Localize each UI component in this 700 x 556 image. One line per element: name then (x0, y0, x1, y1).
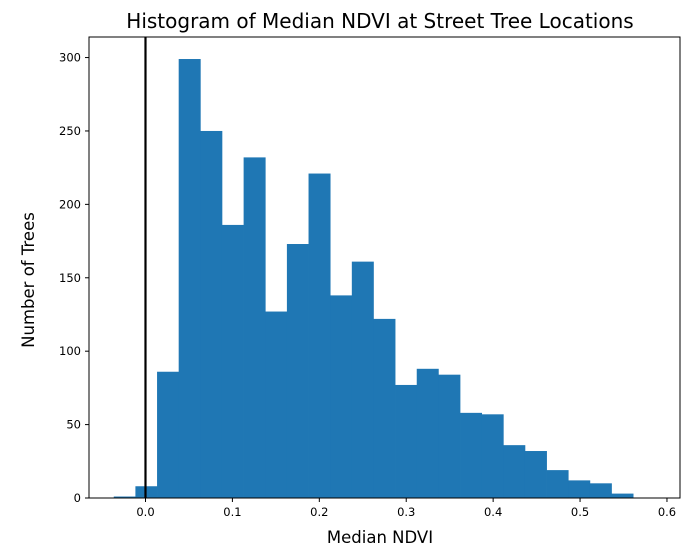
x-axis-label: Median NDVI (327, 528, 433, 547)
histogram-bar (568, 480, 591, 498)
bars-group (113, 59, 634, 499)
x-axis-ticks: 0.0 0.1 0.2 0.3 0.4 0.5 0.6 (136, 498, 676, 519)
x-tick-label: 0.3 (397, 505, 415, 519)
y-tick-label: 300 (59, 51, 81, 65)
y-axis-ticks: 0 50 100 150 200 250 300 (59, 51, 89, 505)
histogram-bar (351, 261, 374, 498)
histogram-bar (524, 451, 547, 498)
y-tick-label: 250 (59, 124, 81, 138)
histogram-bar (178, 59, 201, 499)
plot-frame (88, 36, 681, 499)
histogram-bar (308, 173, 331, 499)
y-tick-label: 0 (74, 491, 81, 505)
x-tick-label: 0.1 (223, 505, 241, 519)
histogram-bar (503, 445, 526, 498)
x-tick-label: 0.0 (136, 505, 154, 519)
x-tick-label: 0.4 (484, 505, 502, 519)
y-tick-label: 100 (59, 344, 81, 358)
histogram-bar (265, 311, 288, 498)
histogram-bar (373, 318, 396, 498)
y-axis-label: Number of Trees (19, 212, 38, 348)
chart-title: Histogram of Median NDVI at Street Tree … (126, 9, 633, 33)
histogram-bar (416, 368, 439, 498)
histogram-bar (157, 371, 180, 498)
x-tick-label: 0.6 (658, 505, 676, 519)
y-tick-label: 150 (59, 271, 81, 285)
histogram-bar (438, 374, 461, 498)
histogram-bar (546, 470, 569, 498)
histogram-bar (243, 157, 266, 498)
histogram-bar (395, 384, 418, 498)
histogram-bar (460, 412, 483, 498)
x-tick-label: 0.2 (310, 505, 328, 519)
histogram-bar (611, 493, 634, 498)
histogram-bar (589, 483, 612, 498)
x-tick-label: 0.5 (571, 505, 589, 519)
histogram-bar (200, 130, 223, 498)
y-tick-label: 50 (66, 418, 81, 432)
histogram-bar (113, 496, 136, 498)
histogram-bar (221, 224, 244, 499)
histogram-bar (330, 295, 353, 498)
histogram-bar (286, 244, 309, 498)
histogram-bar (481, 414, 504, 498)
y-tick-label: 200 (59, 197, 81, 211)
